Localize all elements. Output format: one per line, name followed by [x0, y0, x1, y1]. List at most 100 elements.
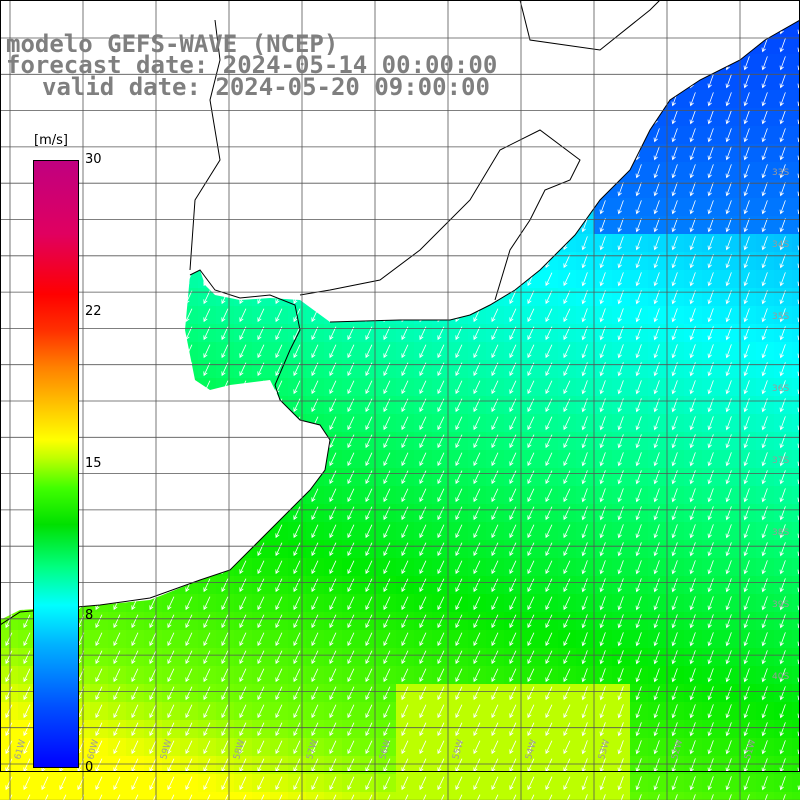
wind-arrow [635, 524, 642, 539]
wind-cell [630, 486, 649, 505]
wind-arrow [23, 686, 31, 701]
wind-cell [756, 270, 775, 289]
wind-arrow [635, 452, 642, 467]
wind-arrow [653, 182, 660, 197]
wind-cell [306, 522, 325, 541]
wind-arrow [383, 380, 391, 395]
wind-cell [180, 612, 199, 631]
wind-arrow [455, 614, 463, 629]
wind-cell [666, 666, 685, 685]
wind-arrow [473, 434, 481, 449]
wind-arrow [23, 776, 31, 791]
wind-arrow [293, 632, 301, 647]
wind-cell [738, 468, 757, 487]
wind-arrow [437, 434, 445, 449]
wind-cell [378, 666, 397, 685]
wind-cell [216, 774, 235, 793]
wind-arrow [455, 632, 463, 647]
wind-cell [666, 180, 685, 199]
wind-arrow [509, 308, 517, 323]
wind-cell [450, 792, 469, 800]
wind-arrow [491, 560, 499, 575]
wind-arrow [117, 794, 121, 800]
wind-arrow [365, 380, 373, 395]
wind-arrow [149, 704, 157, 719]
wind-arrow [311, 632, 319, 647]
wind-cell [612, 180, 631, 199]
wind-cell [792, 522, 800, 541]
wind-arrow [761, 74, 768, 89]
wind-cell [792, 486, 800, 505]
wind-cell [576, 594, 595, 613]
wind-arrow [581, 650, 588, 665]
wind-cell [486, 720, 505, 739]
wind-arrow [437, 380, 445, 395]
wind-cell [666, 738, 685, 757]
wind-cell [18, 792, 37, 800]
wind-arrow [275, 344, 283, 359]
wind-cell [414, 504, 433, 523]
wind-arrow [491, 416, 499, 431]
wind-arrow [221, 722, 229, 737]
wind-cell [216, 792, 235, 800]
wind-cell [450, 738, 469, 757]
wind-cell [558, 666, 577, 685]
wind-arrow [617, 470, 624, 485]
wind-arrow [617, 488, 624, 503]
wind-arrow [509, 434, 517, 449]
wind-cell [414, 702, 433, 721]
wind-arrow [401, 614, 409, 629]
wind-arrow [761, 416, 768, 431]
wind-cell [180, 666, 199, 685]
wind-arrow [347, 434, 355, 449]
wind-arrow [563, 776, 571, 791]
wind-cell [648, 594, 667, 613]
wind-cell [756, 630, 775, 649]
wind-arrow [599, 254, 606, 269]
wind-cell [54, 792, 73, 800]
wind-cell [648, 396, 667, 415]
wind-arrow [311, 524, 319, 539]
wind-arrow [563, 434, 571, 449]
wind-cell [504, 378, 523, 397]
wind-cell [684, 90, 703, 109]
wind-cell [702, 144, 721, 163]
wind-cell [504, 306, 523, 325]
wind-cell [378, 612, 397, 631]
wind-arrow [365, 722, 373, 737]
wind-arrow [707, 254, 714, 269]
wind-arrow [761, 722, 768, 737]
wind-arrow [761, 38, 768, 53]
wind-cell [576, 486, 595, 505]
wind-arrow [239, 722, 247, 737]
wind-cell [414, 360, 433, 379]
wind-arrow [473, 668, 481, 683]
wind-arrow [509, 344, 517, 359]
wind-arrow [743, 650, 750, 665]
wind-cell [702, 648, 721, 667]
river-boundary [189, 0, 661, 301]
wind-arrow [743, 686, 750, 701]
wind-cell [774, 612, 793, 631]
wind-cell [198, 702, 217, 721]
wind-arrow [689, 560, 696, 575]
wind-arrow [491, 470, 499, 485]
wind-cell [558, 252, 577, 271]
wind-cell [774, 468, 793, 487]
wind-cell [522, 684, 541, 703]
wind-arrow [95, 632, 103, 647]
wind-cell [396, 378, 415, 397]
wind-cell [756, 414, 775, 433]
wind-cell [288, 774, 307, 793]
wind-arrow [653, 452, 660, 467]
wind-arrow [656, 794, 660, 800]
wind-cell [18, 702, 37, 721]
wind-cell [774, 216, 793, 235]
wind-cell [396, 576, 415, 595]
wind-cell [720, 576, 739, 595]
wind-arrow [419, 452, 427, 467]
wind-arrow [635, 380, 642, 395]
wind-cell [306, 648, 325, 667]
wind-arrow [527, 686, 535, 701]
wind-arrow [725, 776, 732, 791]
